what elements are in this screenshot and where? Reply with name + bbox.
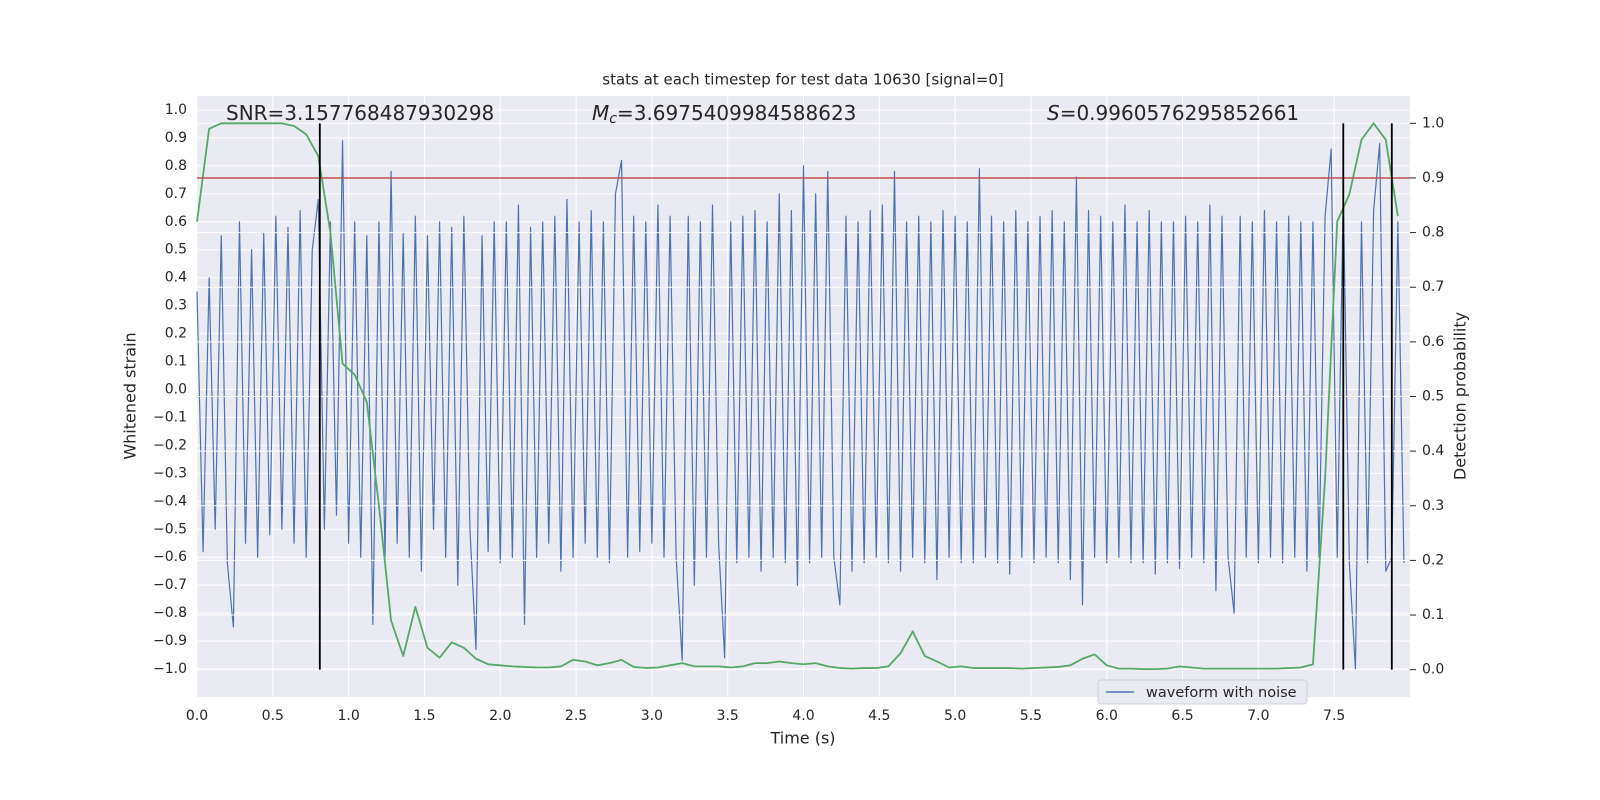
y-tick-label: 0.5 <box>165 242 187 258</box>
y-tick-label: −0.2 <box>153 437 187 453</box>
y-tick-label: 0.1 <box>165 354 187 370</box>
annotation: S=0.9960576295852661 <box>1047 101 1299 125</box>
x-tick-label: 1.5 <box>413 708 435 724</box>
chart-title: stats at each timestep for test data 106… <box>602 71 1003 89</box>
y-axis-label: Whitened strain <box>121 332 140 459</box>
y2-tick-label: 0.9 <box>1422 170 1444 186</box>
y-tick-label: −0.9 <box>153 633 187 649</box>
y-tick-label: 0.9 <box>165 130 187 146</box>
x-tick-label: 1.0 <box>337 708 359 724</box>
y-tick-label: 0.2 <box>165 326 187 342</box>
y-tick-label: −0.4 <box>153 493 187 509</box>
x-tick-label: 0.5 <box>262 708 284 724</box>
y2-tick-label: 0.0 <box>1422 662 1444 678</box>
y2-tick-label: 0.8 <box>1422 225 1444 241</box>
x-tick-label: 6.5 <box>1171 708 1193 724</box>
y2-axis-label: Detection probability <box>1451 312 1470 480</box>
y2-tick-label: 0.2 <box>1422 552 1444 568</box>
x-tick-label: 2.5 <box>565 708 587 724</box>
annotation-subscript: c <box>609 111 617 127</box>
y-tick-label: −0.3 <box>153 465 187 481</box>
y2-tick-label: 0.3 <box>1422 498 1444 514</box>
x-tick-label: 7.5 <box>1323 708 1345 724</box>
y-tick-label: −0.6 <box>153 549 187 565</box>
x-tick-label: 7.0 <box>1247 708 1269 724</box>
annotation: Mc=3.6975409984588623 <box>592 101 856 128</box>
probability-line <box>196 122 1399 671</box>
y-tick-label: 1.0 <box>165 102 187 118</box>
y-tick-label: 0.6 <box>165 214 187 230</box>
y-tick-label: −0.5 <box>153 521 187 537</box>
legend-label: waveform with noise <box>1146 685 1297 701</box>
y-tick-label: 0.3 <box>165 298 187 314</box>
annotation-symbol: M <box>592 101 609 125</box>
y2-tick-label: 0.5 <box>1422 389 1444 405</box>
y-tick-label: 0.7 <box>165 186 187 202</box>
y-tick-label: −0.1 <box>153 409 187 425</box>
x-tick-label: 3.5 <box>717 708 739 724</box>
x-tick-label: 6.0 <box>1096 708 1118 724</box>
y2-tick-label: 0.6 <box>1422 334 1444 350</box>
x-tick-label: 4.5 <box>868 708 890 724</box>
x-tick-label: 0.0 <box>186 708 208 724</box>
y2-tick-label: 0.4 <box>1422 443 1444 459</box>
annotation-text: =3.6975409984588623 <box>617 101 856 125</box>
x-tick-label: 4.0 <box>792 708 814 724</box>
annotation-text: =0.9960576295852661 <box>1060 101 1299 125</box>
annotation-symbol: S <box>1047 101 1060 125</box>
y-tick-label: −0.7 <box>153 577 187 593</box>
x-tick-label: 5.5 <box>1020 708 1042 724</box>
y-tick-label: −0.8 <box>153 605 187 621</box>
annotation: SNR=3.157768487930298 <box>226 101 494 125</box>
y2-tick-label: 1.0 <box>1422 115 1444 131</box>
x-axis-label: Time (s) <box>769 729 835 748</box>
y-tick-label: 0.0 <box>165 382 187 398</box>
x-tick-label: 2.0 <box>489 708 511 724</box>
x-tick-label: 3.0 <box>641 708 663 724</box>
y-tick-label: 0.4 <box>165 270 187 286</box>
x-tick-label: 5.0 <box>944 708 966 724</box>
y2-tick-label: 0.1 <box>1422 607 1444 623</box>
y-tick-label: −1.0 <box>153 661 187 677</box>
legend-box <box>1097 679 1308 705</box>
y-tick-label: 0.8 <box>165 158 187 174</box>
y2-tick-label: 0.7 <box>1422 279 1444 295</box>
annotation-text: SNR=3.157768487930298 <box>226 101 494 125</box>
